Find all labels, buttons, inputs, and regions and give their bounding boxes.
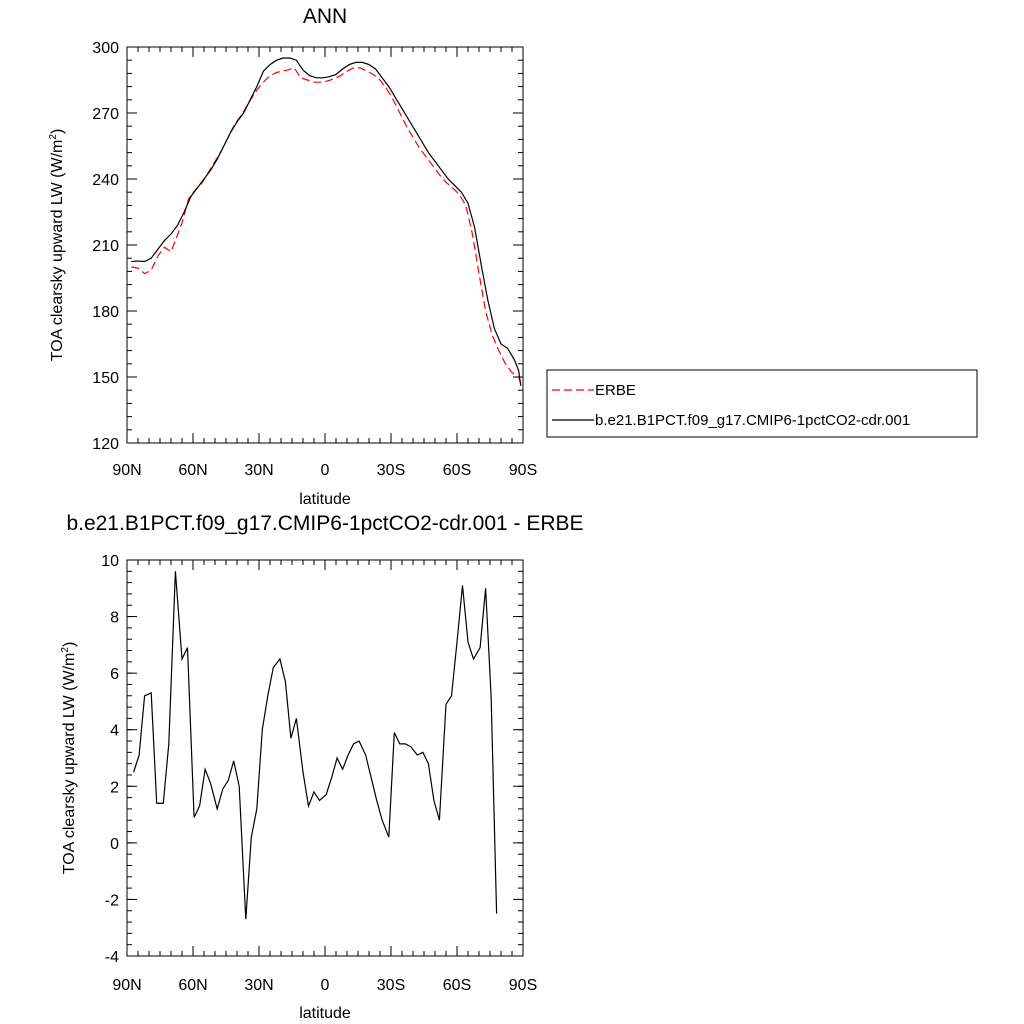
x-tick-label: 0	[321, 462, 330, 479]
series-line-0	[133, 571, 498, 920]
x-tick-label: 30S	[377, 462, 405, 479]
legend: ERBE b.e21.B1PCT.f09_g17.CMIP6-1pctCO2-cd…	[546, 369, 978, 438]
y-tick-label: 6	[110, 666, 119, 683]
y-axis-label-close: )	[49, 129, 66, 134]
plot-frame	[126, 46, 524, 444]
y-tick-label: -4	[105, 949, 119, 966]
x-tick-label: 90N	[112, 977, 141, 994]
x-tick-label: 30N	[244, 462, 273, 479]
x-axis-label: latitude	[299, 1005, 351, 1022]
y-tick-label: 0	[110, 836, 119, 853]
y-axis-label-main: TOA clearsky upward LW (W/m	[49, 140, 66, 362]
difference-chart: b.e21.B1PCT.f09_g17.CMIP6-1pctCO2-cdr.00…	[60, 512, 584, 1022]
legend-label-1: b.e21.B1PCT.f09_g17.CMIP6-1pctCO2-cdr.00…	[595, 412, 910, 429]
series-line-1	[131, 57, 522, 386]
legend-box	[546, 369, 978, 438]
y-tick-label: 8	[110, 610, 119, 627]
x-tick-label: 60S	[443, 977, 471, 994]
y-axis-label-sup: 2	[48, 134, 59, 140]
y-tick-label: 120	[92, 436, 119, 453]
y-tick-label: 210	[92, 238, 119, 255]
x-tick-label: 60N	[178, 462, 207, 479]
y-tick-label: -2	[105, 892, 119, 909]
x-axis-label: latitude	[299, 491, 351, 508]
y-tick-label: 10	[101, 553, 119, 570]
y-axis-label-sup: 2	[60, 647, 71, 653]
y-axis-label-main: TOA clearsky upward LW (W/m	[61, 653, 78, 875]
x-tick-label: 30S	[377, 977, 405, 994]
x-tick-label: 30N	[244, 977, 273, 994]
y-tick-label: 2	[110, 779, 119, 796]
zonal-mean-chart: ANN 90N 60N 30N 0 30S 60S 90S 300 270 240 210 180 150…	[48, 5, 978, 508]
y-tick-label: 180	[92, 304, 119, 321]
y-tick-label: 240	[92, 172, 119, 189]
y-axis-label: TOA clearsky upward LW (W/m2)	[48, 129, 66, 362]
x-tick-label: 90S	[509, 977, 537, 994]
chart-title: ANN	[303, 5, 347, 28]
y-tick-label: 150	[92, 370, 119, 387]
legend-label-0: ERBE	[595, 382, 636, 399]
y-tick-label: 270	[92, 106, 119, 123]
y-axis-label: TOA clearsky upward LW (W/m2)	[60, 642, 78, 875]
y-tick-label: 4	[110, 723, 119, 740]
y-tick-label: 300	[92, 40, 119, 57]
x-tick-label: 90S	[509, 462, 537, 479]
x-tick-label: 60N	[178, 977, 207, 994]
x-tick-label: 0	[321, 977, 330, 994]
series-line-0	[131, 67, 522, 384]
x-tick-label: 60S	[443, 462, 471, 479]
plot-frame	[126, 559, 524, 957]
chart-title: b.e21.B1PCT.f09_g17.CMIP6-1pctCO2-cdr.00…	[66, 512, 583, 535]
y-axis-label-close: )	[61, 642, 78, 647]
x-tick-label: 90N	[112, 462, 141, 479]
